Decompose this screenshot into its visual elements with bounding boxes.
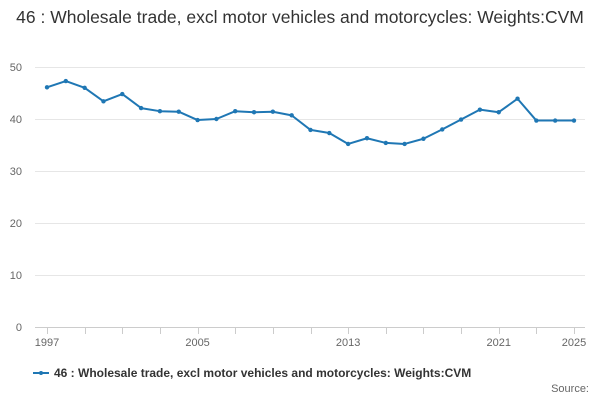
x-axis <box>35 327 585 334</box>
x-tick-label-2025: 2025 <box>562 337 586 349</box>
data-point-2022[interactable] <box>515 96 520 101</box>
data-point-2004[interactable] <box>176 109 181 114</box>
data-point-2021[interactable] <box>496 110 501 115</box>
x-tick-label-2021: 2021 <box>486 337 510 349</box>
x-tick-label-1997: 1997 <box>35 337 59 349</box>
data-point-2011[interactable] <box>308 127 313 133</box>
series-group[interactable] <box>44 78 577 147</box>
data-point-1997[interactable] <box>44 85 50 90</box>
x-tick-label-2005: 2005 <box>185 337 209 349</box>
data-point-2008[interactable] <box>251 110 257 115</box>
data-point-2015[interactable] <box>383 140 388 146</box>
data-point-2003[interactable] <box>157 109 163 114</box>
y-tick-label-30: 30 <box>10 166 22 178</box>
y-tick-label-50: 50 <box>10 62 22 74</box>
y-tick-label-40: 40 <box>10 114 22 126</box>
data-point-2023[interactable] <box>534 118 539 123</box>
x-tick-label-2013: 2013 <box>336 337 360 349</box>
data-point-1998[interactable] <box>63 78 69 84</box>
grid-lines <box>35 67 585 276</box>
data-point-2002[interactable] <box>138 105 144 111</box>
data-point-2020[interactable] <box>477 107 483 112</box>
legend-marker <box>39 371 43 375</box>
data-point-2007[interactable] <box>233 109 238 114</box>
series-line-0[interactable] <box>46 80 575 145</box>
y-tick-label-10: 10 <box>10 270 22 282</box>
data-point-1999[interactable] <box>82 85 87 91</box>
data-point-2017[interactable] <box>421 136 426 141</box>
data-point-2018[interactable] <box>440 127 445 132</box>
data-point-2019[interactable] <box>458 117 464 122</box>
data-point-2014[interactable] <box>364 136 370 141</box>
data-point-2010[interactable] <box>289 113 294 118</box>
data-point-2009[interactable] <box>270 109 276 114</box>
data-point-2024[interactable] <box>552 118 558 123</box>
data-point-2013[interactable] <box>345 141 351 147</box>
data-point-2012[interactable] <box>327 130 332 136</box>
legend-swatch-icon <box>33 365 49 381</box>
y-axis-tick-labels: 0 10 20 30 40 50 <box>10 62 22 334</box>
data-point-2025[interactable] <box>571 118 577 123</box>
source-label: Source: <box>551 383 589 395</box>
data-point-2006[interactable] <box>214 116 219 122</box>
data-point-2016[interactable] <box>402 141 407 147</box>
legend-label: 46 : Wholesale trade, excl motor vehicle… <box>54 366 472 380</box>
y-tick-label-20: 20 <box>10 218 22 230</box>
legend[interactable]: 46 : Wholesale trade, excl motor vehicle… <box>33 365 471 381</box>
y-tick-label-0: 0 <box>16 322 22 334</box>
data-point-2005[interactable] <box>195 117 200 123</box>
data-point-2001[interactable] <box>120 91 125 97</box>
x-axis-tick-labels: 1997 2005 2013 2021 2025 <box>35 337 586 349</box>
chart-title: 46 : Wholesale trade, excl motor vehicle… <box>16 7 584 27</box>
data-point-2000[interactable] <box>101 99 106 104</box>
